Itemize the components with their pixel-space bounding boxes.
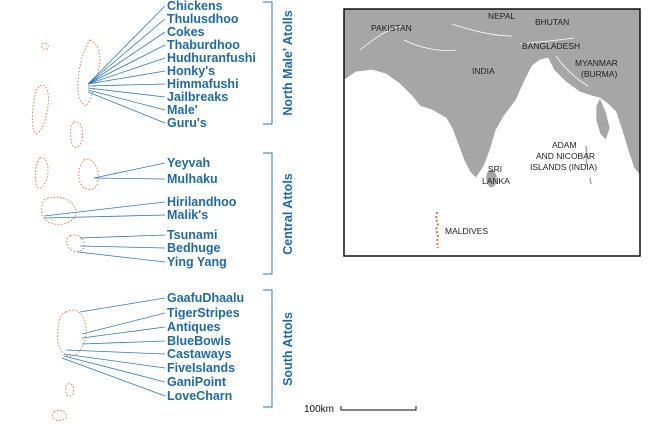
- leader-thulusdhoo: [87, 18, 166, 85]
- leader-honkys: [87, 70, 166, 85]
- site-label: GaniPoint: [167, 375, 227, 389]
- country-label-myanmar: MYANMAR: [575, 58, 618, 68]
- north-atoll-fragment-1: [40, 43, 49, 50]
- land-mainland: [344, 9, 640, 179]
- site-label: Male': [167, 103, 198, 117]
- site-label: GaafuDhaalu: [167, 291, 244, 305]
- group-label-north-male: North Male' Atolls: [281, 10, 295, 115]
- leader-bedhuge: [79, 245, 166, 249]
- site-label: Honky's: [167, 64, 215, 78]
- atoll-outlines: [31, 39, 101, 421]
- central-atoll-outline-3: [40, 196, 77, 225]
- country-label-bhutan: BHUTAN: [535, 17, 569, 27]
- leader-hudhuranfushi: [87, 57, 166, 85]
- leader-antiques: [81, 326, 166, 339]
- north-atoll-fragment-2: [31, 84, 49, 135]
- country-label-maldives: MALDIVES: [445, 226, 488, 236]
- leader-himmafushi: [87, 83, 166, 87]
- site-label: FiveIslands: [167, 361, 235, 375]
- bracket-south: [263, 289, 273, 408]
- leader-male: [87, 89, 166, 111]
- central-atoll-outline-2: [34, 157, 49, 189]
- scale-bar: 100km: [304, 404, 417, 415]
- site-label: Cokes: [167, 25, 205, 39]
- country-label-burma: (BURMA): [581, 69, 618, 79]
- leader-castaways: [65, 349, 166, 355]
- site-label: Jailbreaks: [167, 90, 228, 104]
- inset-map: PAKISTAN NEPAL BHUTAN BANGLADESH MYANMAR…: [343, 8, 641, 257]
- land-myanmar-coast: [595, 97, 611, 141]
- site-label: Chickens: [167, 0, 223, 13]
- land-sri-lanka: [485, 169, 498, 188]
- group-label-south: South Attols: [281, 312, 295, 386]
- leader-lines: [43, 5, 166, 397]
- leader-yeyvah: [93, 162, 166, 179]
- leader-gurus: [87, 91, 166, 124]
- site-label: LoveCharn: [167, 389, 232, 403]
- leader-mulhaku: [93, 177, 166, 180]
- north-male-atoll-outline: [77, 39, 101, 107]
- inset-map-frame: [343, 8, 641, 257]
- country-label-bangladesh: BANGLADESH: [522, 41, 580, 51]
- site-label: Bedhuge: [167, 241, 221, 255]
- bracket-north-male: [263, 1, 273, 125]
- site-label: Antiques: [167, 320, 221, 334]
- inset-borders: [359, 23, 589, 87]
- site-label: Hirilandhoo: [167, 195, 237, 209]
- scale-bar-line: [340, 406, 417, 411]
- country-label-lanka: LANKA: [482, 176, 510, 186]
- site-label: Mulhaku: [167, 172, 218, 186]
- site-label: BlueBowls: [167, 334, 231, 348]
- site-label: Ying Yang: [167, 255, 227, 269]
- leader-ganipoint: [63, 355, 166, 383]
- leader-hirilandhoo: [43, 201, 166, 217]
- country-label-nepal: NEPAL: [488, 11, 516, 21]
- site-label: Tsunami: [167, 228, 217, 242]
- leader-bluebowls: [81, 340, 166, 345]
- site-label: Malik's: [167, 208, 208, 222]
- leader-cokes: [87, 31, 166, 85]
- site-label: Thulusdhoo: [167, 12, 239, 26]
- bracket-central: [263, 152, 273, 275]
- country-label-india: INDIA: [472, 66, 495, 76]
- leader-chickens: [87, 5, 166, 85]
- site-label: Himmafushi: [167, 77, 239, 91]
- leader-lovecharn: [61, 357, 166, 397]
- site-label: Hudhuranfushi: [167, 51, 256, 65]
- leader-gaafudhaalu: [79, 297, 166, 313]
- scale-bar-label: 100km: [304, 404, 334, 415]
- leader-jailbreaks: [87, 87, 166, 98]
- site-label: Castaways: [167, 347, 232, 361]
- leader-fiveislands: [63, 353, 166, 369]
- south-atoll-outline-3: [51, 409, 67, 421]
- land-andaman-islands: [585, 145, 592, 185]
- site-label: Yeyvah: [167, 156, 210, 170]
- south-atoll-outline-2: [65, 383, 75, 397]
- north-atoll-fragment-3: [70, 121, 83, 148]
- central-atoll-outline-4: [66, 234, 85, 253]
- central-atoll-outline-1: [78, 158, 99, 190]
- country-label-islands-india: ISLANDS (INDIA): [530, 162, 597, 172]
- group-label-central: Central Attols: [281, 173, 295, 255]
- country-label-sri: SRI: [488, 164, 502, 174]
- site-label: TigerStripes: [167, 306, 240, 320]
- group-brackets: North Male' Atolls Central Attols South …: [263, 1, 295, 408]
- country-label-adam: ADAM: [552, 140, 577, 150]
- site-label: Thaburdhoo: [167, 38, 240, 52]
- south-atoll-outline-1: [57, 309, 87, 357]
- leader-tsunami: [79, 234, 166, 239]
- site-labels: Chickens Thulusdhoo Cokes Thaburdhoo Hud…: [167, 0, 256, 403]
- country-label-and-nicobar: AND NICOBAR: [536, 151, 595, 161]
- leader-thaburdhoo: [87, 44, 166, 85]
- leader-maliks: [43, 214, 166, 219]
- country-label-pakistan: PAKISTAN: [371, 23, 412, 33]
- leader-tigerstripes: [81, 312, 166, 335]
- site-label: Guru's: [167, 116, 207, 130]
- leader-ying-yang: [77, 251, 166, 263]
